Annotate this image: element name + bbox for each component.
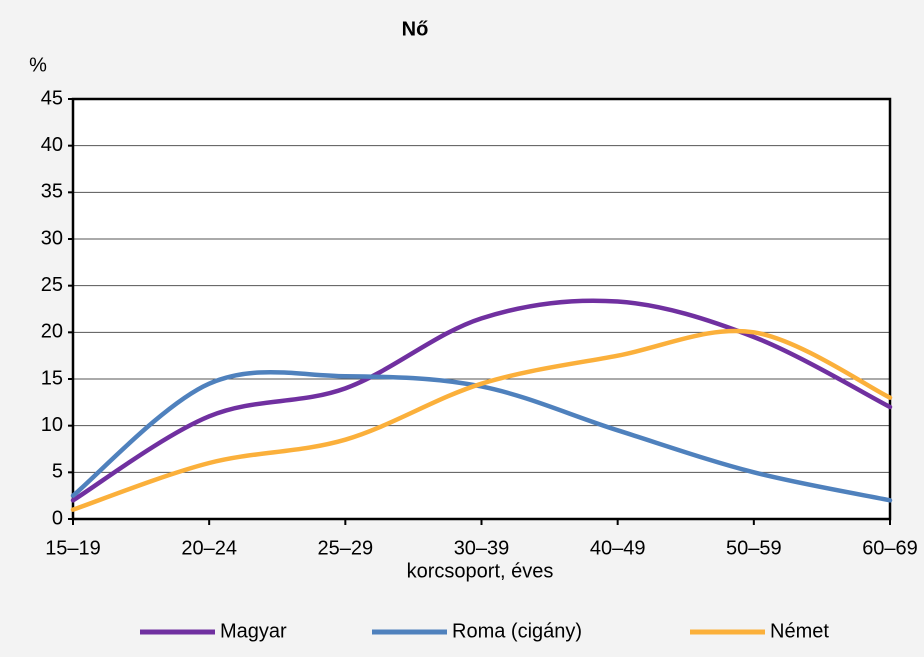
y-tick-label: 25 <box>41 274 63 296</box>
y-tick-label: 0 <box>52 507 63 529</box>
y-tick-label: 45 <box>41 87 63 109</box>
x-tick-label: 30–39 <box>454 537 510 559</box>
chart-title: Nő <box>402 18 429 40</box>
x-tick-label: 20–24 <box>181 537 237 559</box>
x-tick-label: 15–19 <box>45 537 101 559</box>
plot-area <box>73 99 890 519</box>
x-tick-label: 40–49 <box>590 537 646 559</box>
x-tick-label: 50–59 <box>726 537 782 559</box>
y-axis-label: % <box>29 54 47 76</box>
y-tick-label: 5 <box>52 461 63 483</box>
y-tick-label: 10 <box>41 414 63 436</box>
x-tick-label: 25–29 <box>318 537 374 559</box>
y-tick-label: 30 <box>41 227 63 249</box>
line-series <box>70 328 893 512</box>
legend-label: Roma (cigány) <box>452 620 582 642</box>
x-tick-label: 60–69 <box>862 537 918 559</box>
legend-label: Német <box>770 620 829 642</box>
legend-label: Magyar <box>220 620 287 642</box>
line-series <box>70 298 893 503</box>
line-series <box>70 369 893 503</box>
y-tick-label: 15 <box>41 367 63 389</box>
y-tick-label: 35 <box>41 181 63 203</box>
y-tick-label: 40 <box>41 134 63 156</box>
x-axis-label: korcsoport, éves <box>407 560 554 582</box>
plot-border <box>71 97 892 521</box>
y-tick-label: 20 <box>41 321 63 343</box>
